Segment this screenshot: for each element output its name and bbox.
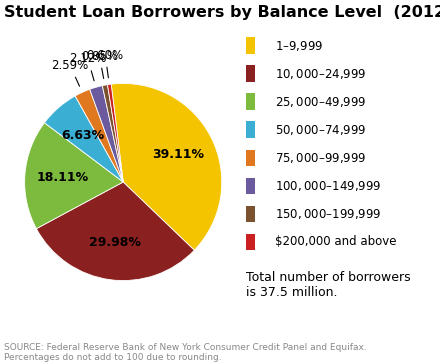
Text: Student Loan Borrowers by Balance Level  (2012:Q4): Student Loan Borrowers by Balance Level … xyxy=(4,5,440,20)
Bar xyxy=(246,178,255,194)
Wedge shape xyxy=(25,123,123,229)
Text: $100,000 – $149,999: $100,000 – $149,999 xyxy=(275,179,381,193)
Wedge shape xyxy=(90,86,123,182)
Wedge shape xyxy=(75,89,123,182)
Text: 6.63%: 6.63% xyxy=(62,130,105,142)
Wedge shape xyxy=(44,96,123,182)
Text: 2.59%: 2.59% xyxy=(51,59,88,86)
Text: 2.12%: 2.12% xyxy=(69,52,106,81)
Text: 39.11%: 39.11% xyxy=(152,148,204,161)
Bar xyxy=(246,94,255,110)
Bar xyxy=(246,150,255,166)
Wedge shape xyxy=(111,83,222,250)
Wedge shape xyxy=(107,84,123,182)
Text: $75,000 – $99,999: $75,000 – $99,999 xyxy=(275,151,367,165)
Bar xyxy=(246,66,255,82)
Text: $1 – $9,999: $1 – $9,999 xyxy=(275,39,323,52)
Wedge shape xyxy=(37,182,194,281)
Wedge shape xyxy=(103,85,123,182)
Bar xyxy=(246,122,255,138)
Text: $25,000 – $49,999: $25,000 – $49,999 xyxy=(275,95,367,108)
Text: $150,000 – $199,999: $150,000 – $199,999 xyxy=(275,207,381,221)
Text: $200,000 and above: $200,000 and above xyxy=(275,236,397,249)
Text: 0.60%: 0.60% xyxy=(87,49,124,78)
Text: 18.11%: 18.11% xyxy=(36,171,88,184)
Text: 0.85%: 0.85% xyxy=(81,50,118,79)
Bar xyxy=(246,234,255,250)
Text: Total number of borrowers
is 37.5 million.: Total number of borrowers is 37.5 millio… xyxy=(246,272,411,300)
Text: $50,000 – $74,999: $50,000 – $74,999 xyxy=(275,123,367,137)
Text: SOURCE: Federal Reserve Bank of New York Consumer Credit Panel and Equifax.
Perc: SOURCE: Federal Reserve Bank of New York… xyxy=(4,343,367,362)
Bar xyxy=(246,37,255,54)
Text: 29.98%: 29.98% xyxy=(89,236,141,249)
Text: $10,000 – $24,999: $10,000 – $24,999 xyxy=(275,67,367,80)
Bar xyxy=(246,206,255,222)
